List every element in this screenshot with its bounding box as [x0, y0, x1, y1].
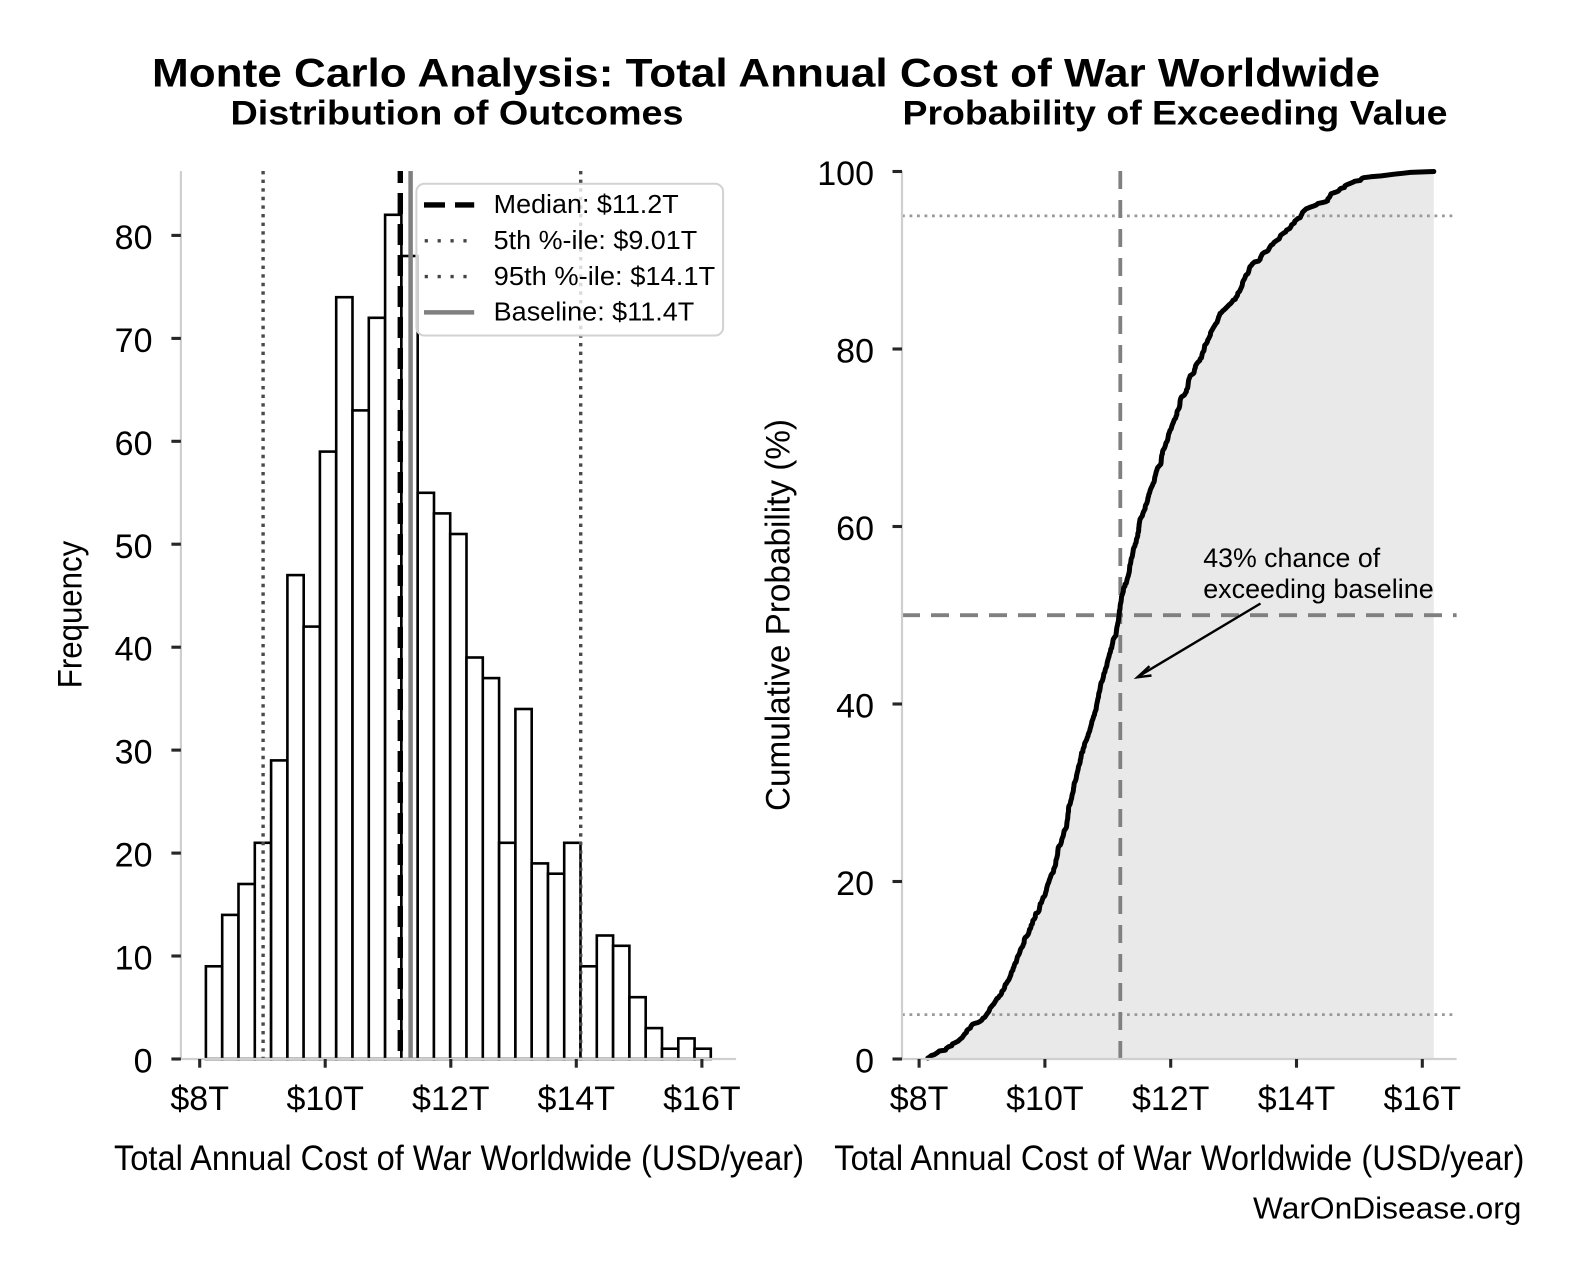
svg-text:40: 40: [115, 631, 153, 669]
svg-text:60: 60: [115, 425, 153, 463]
svg-text:70: 70: [115, 322, 153, 360]
svg-text:80: 80: [115, 219, 153, 257]
svg-text:$10T: $10T: [1006, 1080, 1084, 1118]
svg-text:50: 50: [115, 528, 153, 566]
svg-text:20: 20: [115, 837, 153, 875]
svg-text:$12T: $12T: [1132, 1080, 1210, 1118]
svg-text:60: 60: [836, 510, 874, 548]
svg-text:Baseline: $11.4T: Baseline: $11.4T: [494, 298, 695, 326]
svg-text:Distribution of Outcomes: Distribution of Outcomes: [231, 95, 684, 133]
svg-text:WarOnDisease.org: WarOnDisease.org: [1253, 1191, 1521, 1226]
svg-text:exceeding baseline: exceeding baseline: [1203, 574, 1434, 604]
svg-text:$16T: $16T: [663, 1080, 741, 1118]
svg-text:Probability of Exceeding Value: Probability of Exceeding Value: [903, 95, 1448, 133]
svg-text:$14T: $14T: [1258, 1080, 1336, 1118]
svg-text:Monte Carlo Analysis: Total An: Monte Carlo Analysis: Total Annual Cost …: [152, 52, 1380, 96]
svg-text:$8T: $8T: [890, 1080, 949, 1118]
svg-text:5th %-ile: $9.01T: 5th %-ile: $9.01T: [494, 227, 698, 255]
svg-text:40: 40: [836, 688, 874, 726]
svg-text:0: 0: [855, 1043, 874, 1081]
svg-text:Cumulative Probability (%): Cumulative Probability (%): [760, 419, 798, 811]
svg-text:100: 100: [817, 155, 874, 193]
svg-text:20: 20: [836, 865, 874, 903]
svg-text:0: 0: [134, 1043, 153, 1081]
svg-text:Median: $11.2T: Median: $11.2T: [494, 191, 679, 219]
svg-text:10: 10: [115, 940, 153, 978]
svg-text:$14T: $14T: [538, 1080, 616, 1118]
svg-text:43% chance of: 43% chance of: [1203, 543, 1380, 573]
svg-text:$10T: $10T: [286, 1080, 364, 1118]
svg-text:80: 80: [836, 333, 874, 371]
svg-text:$8T: $8T: [170, 1080, 229, 1118]
svg-text:$12T: $12T: [412, 1080, 490, 1118]
svg-text:$16T: $16T: [1384, 1080, 1462, 1118]
svg-text:30: 30: [115, 734, 153, 772]
svg-text:Total Annual Cost of War World: Total Annual Cost of War Worldwide (USD/…: [114, 1139, 804, 1178]
svg-text:Frequency: Frequency: [52, 541, 90, 689]
svg-text:Total Annual Cost of War World: Total Annual Cost of War Worldwide (USD/…: [834, 1139, 1524, 1178]
svg-text:95th %-ile: $14.1T: 95th %-ile: $14.1T: [494, 263, 716, 291]
